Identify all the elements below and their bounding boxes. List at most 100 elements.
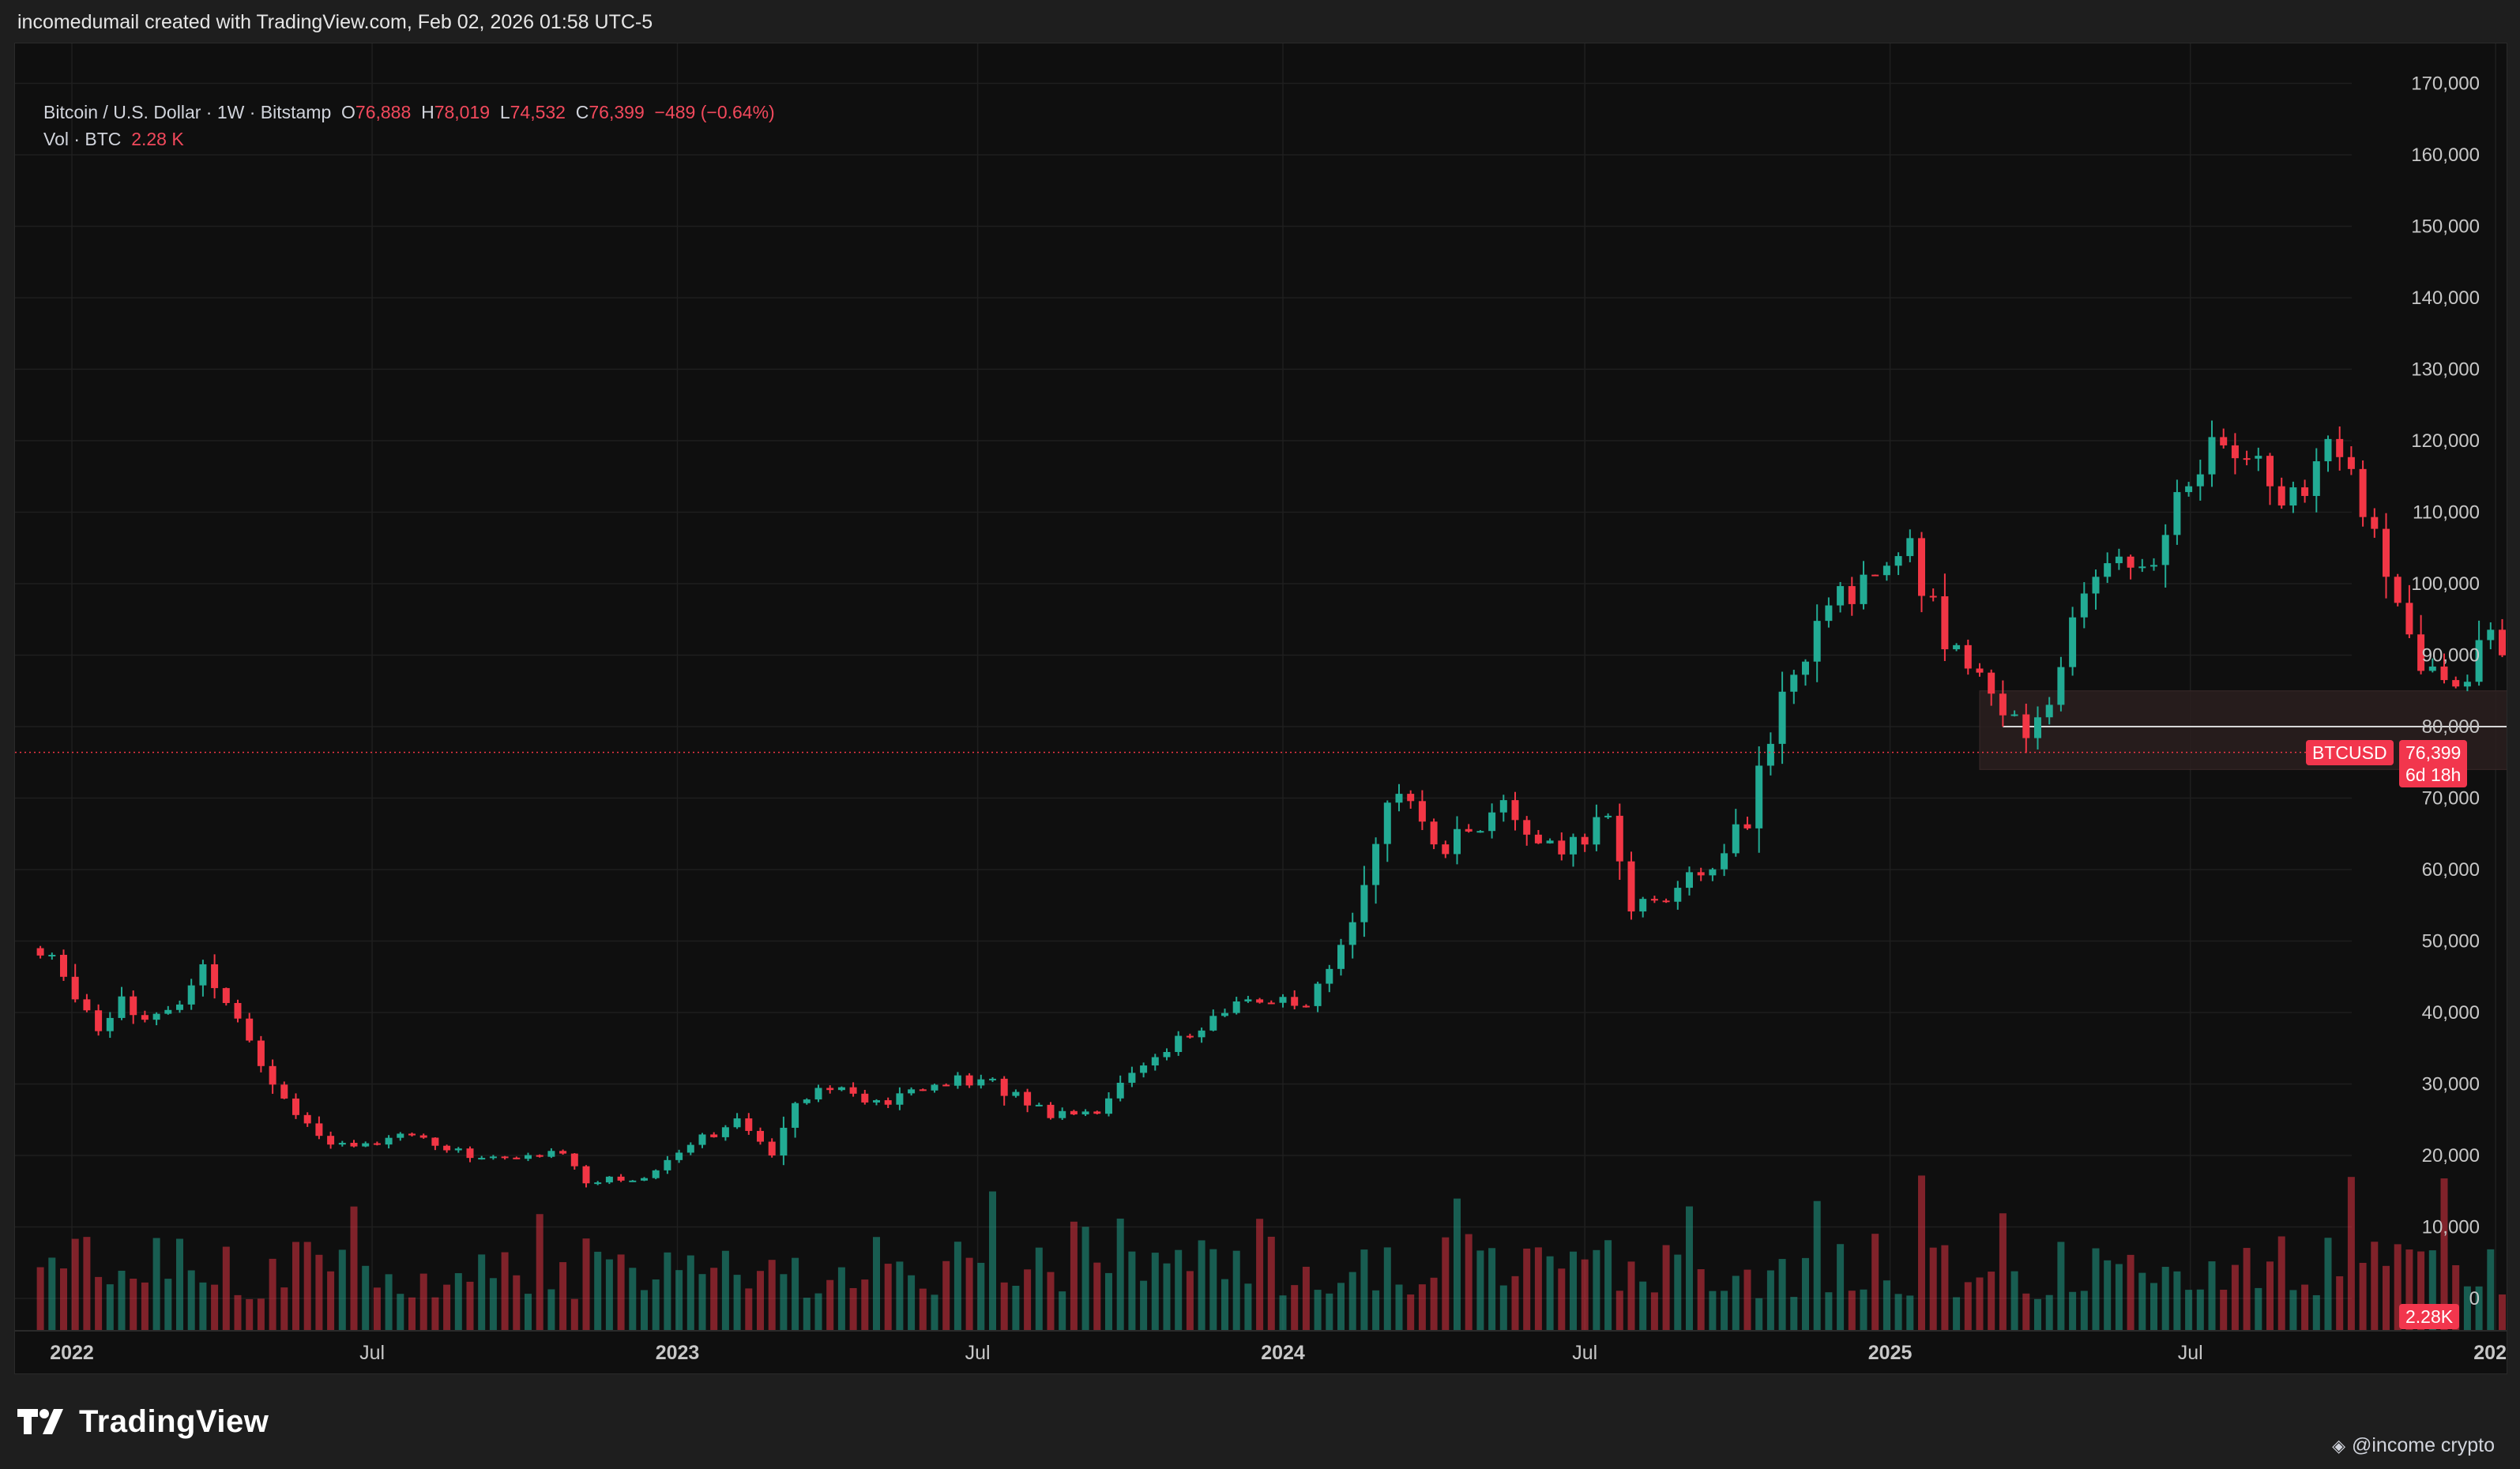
candle-body [1465,828,1473,832]
volume-bar [338,1249,346,1331]
candle-body [1976,668,1984,673]
volume-bar [1232,1250,1240,1331]
candle-body [1894,556,1902,566]
volume-bar [234,1294,242,1331]
time-axis[interactable]: 2022Jul2023Jul2024Jul2025Jul2026Jul2027J… [15,1330,2507,1364]
price-tick-label: 170,000 [2411,73,2480,95]
volume-bar [303,1242,311,1331]
candle-body [2138,566,2146,569]
volume-bar [1348,1272,1356,1331]
volume-bar [965,1257,973,1331]
volume-bar [1476,1250,1484,1331]
volume-bar [1105,1272,1112,1331]
volume-bar [1650,1292,1658,1331]
candle-body [1570,836,1577,855]
credit-text: incomedumail created with TradingView.co… [17,11,653,33]
time-tick-label: Jul [1572,1342,1597,1364]
candle-body [1302,1005,1310,1008]
volume-bar [1140,1280,1148,1331]
candle-body [652,1170,660,1178]
volume-bar [2266,1261,2274,1331]
candle-body [1650,899,1658,901]
candle-body [1697,872,1705,876]
candle-body [1860,574,1867,604]
candle-body [1070,1110,1078,1115]
candle-body [1825,605,1833,622]
volume-bar [792,1257,799,1331]
volume-bar [1407,1294,1415,1331]
candle-body [826,1088,834,1091]
volume-label[interactable]: Vol · BTC [43,129,122,149]
tradingview-logo[interactable]: TradingView [17,1399,269,1444]
candle-body [2475,640,2483,682]
volume-bar [1882,1280,1890,1331]
volume-bar [2173,1271,2181,1331]
price-tick-label: 140,000 [2411,287,2480,309]
chart-pane[interactable]: 0 10,000 20,000 30,000 40,000 50,000 60,000 70,… [14,43,2507,1374]
candle-body [1627,861,1635,912]
candle-body [1837,586,1845,606]
volume-bar [1848,1291,1856,1331]
tradingview-logo-icon [17,1409,63,1434]
candle-body [837,1087,845,1091]
candle-body [2452,680,2460,687]
candle-body [1081,1111,1089,1115]
volume-bar [350,1206,358,1331]
candle-body [2150,565,2157,567]
candle-body [408,1133,416,1136]
volume-bar [1279,1295,1287,1331]
price-tick-label: 130,000 [2411,359,2480,381]
volume-bar [1047,1272,1055,1331]
candle-body [1221,1013,1228,1016]
volume-bar [919,1288,927,1331]
price-axis[interactable]: 0 10,000 20,000 30,000 40,000 50,000 60,000 70,… [2411,73,2480,1310]
volume-bar [1291,1285,1299,1331]
candle-body [1929,595,1937,598]
candle-body [1639,899,1647,912]
volume-bar [2243,1248,2251,1331]
candle-body [2080,593,2088,618]
volume-bar [1871,1234,1879,1331]
candle-body [1326,968,1333,984]
volume-bar [2463,1286,2471,1331]
volume-bar [2336,1276,2344,1331]
volume-bar [710,1268,718,1331]
candle-body [582,1166,590,1184]
volume-bar [652,1279,660,1331]
volume-bar [1186,1271,1194,1331]
price-chart[interactable]: 0 10,000 20,000 30,000 40,000 50,000 60,000 70,… [15,43,2507,1373]
volume-bar [989,1191,996,1331]
candle-body [1186,1035,1194,1038]
volume-bar [2115,1264,2123,1331]
tradingview-logo-text: TradingView [79,1403,269,1439]
candle-body [362,1143,370,1147]
candle-body [1604,815,1612,817]
volume-bar [1267,1236,1275,1331]
symbol-label[interactable]: Bitcoin / U.S. Dollar · 1W · Bitstamp [43,102,332,122]
volume-bar [1511,1276,1519,1331]
candle-body [106,1017,114,1031]
volume-bar [1337,1283,1345,1331]
volume-bar [2301,1284,2309,1331]
projection-drawing[interactable] [15,333,2507,753]
candle-body [525,1155,532,1159]
volume-bar [2022,1293,2030,1331]
candle-body [2220,437,2228,445]
low-value: 74,532 [510,102,566,122]
watermark-text: @income crypto [2352,1434,2495,1456]
candle-body [1372,843,1380,885]
volume-bar [199,1282,207,1331]
volume-bar [2324,1238,2332,1331]
volume-bar [1906,1295,1914,1331]
volume-bar [187,1270,195,1331]
candle-body [814,1088,822,1100]
volume-bar [1790,1297,1798,1331]
candle-body [2057,667,2065,705]
volume-bar [1000,1282,1008,1331]
volume-bar [2196,1289,2204,1331]
candle-body [2289,487,2297,506]
volume-bar [60,1268,67,1331]
candle-body [1105,1098,1112,1114]
volume-bar [489,1278,497,1331]
candle-body [1035,1104,1043,1106]
